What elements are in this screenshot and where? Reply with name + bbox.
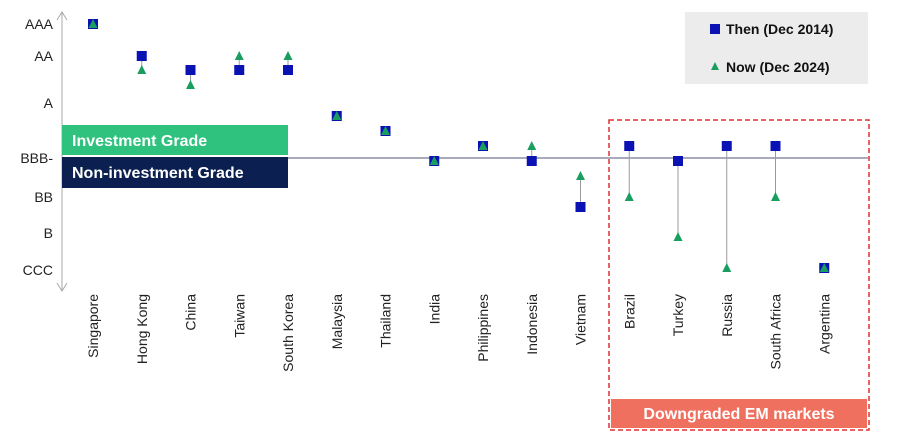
y-tick-ccc: CCC <box>23 262 53 278</box>
now-marker-india <box>429 156 439 165</box>
now-marker-singapore <box>88 19 98 28</box>
now-marker-malaysia <box>332 111 342 120</box>
then-marker-brazil <box>624 141 635 151</box>
y-tick-bbb-: BBB- <box>20 150 53 166</box>
x-tick-china: China <box>183 294 199 331</box>
then-marker-south-korea <box>283 65 293 75</box>
x-tick-south-korea: South Korea <box>280 294 296 372</box>
y-tick-aaa: AAA <box>25 16 54 32</box>
y-tick-bb: BB <box>34 189 53 205</box>
x-tick-thailand: Thailand <box>378 294 394 348</box>
now-marker-argentina <box>819 263 829 272</box>
x-tick-taiwan: Taiwan <box>231 294 247 338</box>
legend-then-label: Then (Dec 2014) <box>726 21 833 37</box>
then-marker-turkey <box>673 156 683 166</box>
now-marker-indonesia <box>527 141 537 150</box>
then-marker-indonesia <box>526 156 537 166</box>
investment-grade-band <box>62 125 288 155</box>
x-tick-brazil: Brazil <box>621 294 637 329</box>
then-marker-russia <box>721 141 732 151</box>
x-tick-indonesia: Indonesia <box>524 294 540 355</box>
now-marker-hong-kong <box>137 65 147 74</box>
now-marker-turkey <box>673 232 683 241</box>
now-marker-taiwan <box>234 51 244 60</box>
x-tick-singapore: Singapore <box>85 294 101 358</box>
now-marker-thailand <box>381 126 390 135</box>
now-marker-china <box>186 80 195 89</box>
downgraded-callout: Downgraded EM markets <box>608 119 870 431</box>
now-marker-south-africa <box>771 192 780 201</box>
y-tick-b: B <box>44 225 53 241</box>
then-marker-china <box>185 65 196 75</box>
x-tick-south-africa: South Africa <box>768 294 784 370</box>
non-investment-grade-label: Non-investment Grade <box>72 165 244 182</box>
legend-now-marker <box>711 62 719 70</box>
now-marker-vietnam <box>576 171 585 180</box>
downgraded-callout-frame <box>608 119 870 431</box>
now-marker-south-korea <box>283 51 293 60</box>
legend: Then (Dec 2014) Now (Dec 2024) <box>685 12 868 84</box>
then-marker-hong-kong <box>136 51 147 61</box>
legend-now-label: Now (Dec 2024) <box>726 59 829 75</box>
investment-grade-label: Investment Grade <box>72 133 207 150</box>
x-tick-labels: Singapore Hong Kong China Taiwan South Korea… <box>85 294 832 372</box>
x-tick-hong-kong: Hong Kong <box>134 294 150 364</box>
x-tick-vietnam: Vietnam <box>573 294 589 345</box>
now-marker-philippines <box>478 141 488 150</box>
downgraded-callout-banner <box>611 399 867 428</box>
x-tick-russia: Russia <box>719 294 735 337</box>
y-axis-arrow-top <box>56 11 68 21</box>
x-tick-india: India <box>426 294 442 325</box>
then-marker-taiwan <box>234 65 245 75</box>
y-tick-aa: AA <box>34 48 53 64</box>
y-tick-a: A <box>44 95 54 111</box>
grade-bands: Investment Grade Non-investment Grade <box>62 125 288 188</box>
non-investment-grade-band <box>62 157 288 188</box>
y-axis-arrow-bottom <box>56 282 68 292</box>
now-marker-brazil <box>624 192 634 201</box>
x-tick-malaysia: Malaysia <box>329 294 345 349</box>
x-tick-turkey: Turkey <box>670 294 686 336</box>
then-marker-vietnam <box>575 202 586 212</box>
legend-then-marker <box>710 24 720 34</box>
series-now-markers <box>88 19 829 272</box>
x-tick-philippines: Philippines <box>475 294 491 362</box>
x-tick-argentina: Argentina <box>816 294 832 354</box>
now-marker-russia <box>722 263 732 272</box>
then-marker-south-africa <box>770 141 781 151</box>
downgraded-callout-label: Downgraded EM markets <box>643 406 834 423</box>
